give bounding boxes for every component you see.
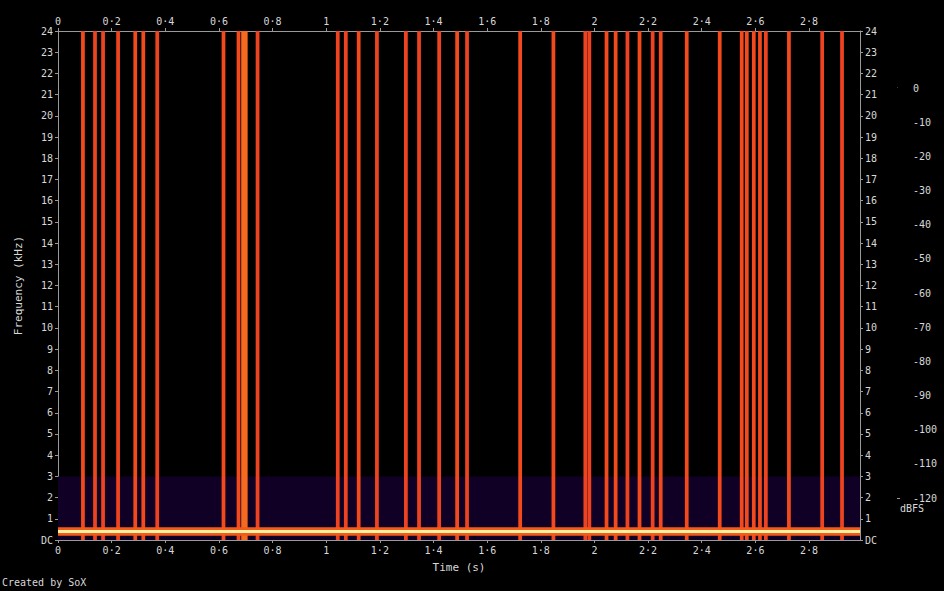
svg-text:18: 18 [865,153,877,164]
svg-text:9: 9 [47,344,53,355]
svg-text:-20: -20 [913,151,931,162]
svg-text:13: 13 [41,259,53,270]
svg-text:4: 4 [865,450,871,461]
svg-text:-40: -40 [913,219,931,230]
svg-text:0·4: 0·4 [156,16,174,27]
svg-text:2·4: 2·4 [693,545,711,556]
svg-text:0·6: 0·6 [210,545,228,556]
svg-text:18: 18 [41,153,53,164]
svg-text:Created by SoX: Created by SoX [2,577,86,588]
svg-text:21: 21 [865,89,877,100]
svg-text:0·8: 0·8 [264,545,282,556]
svg-text:22: 22 [41,68,53,79]
svg-text:3: 3 [865,471,871,482]
svg-text:20: 20 [865,110,877,121]
svg-text:2·2: 2·2 [639,545,657,556]
svg-text:15: 15 [41,216,53,227]
svg-text:-10: -10 [913,117,931,128]
svg-text:4: 4 [47,450,53,461]
svg-text:6: 6 [47,407,53,418]
svg-text:0: 0 [913,83,919,94]
svg-text:-120: -120 [913,493,937,504]
svg-text:2·8: 2·8 [800,16,818,27]
svg-text:0: 0 [55,545,61,556]
svg-text:1·4: 1·4 [424,545,442,556]
svg-text:7: 7 [865,386,871,397]
svg-text:20: 20 [41,110,53,121]
svg-text:21: 21 [41,89,53,100]
svg-text:0·4: 0·4 [156,545,174,556]
svg-text:17: 17 [41,174,53,185]
svg-text:11: 11 [41,301,53,312]
svg-text:14: 14 [865,238,877,249]
svg-text:0·8: 0·8 [264,16,282,27]
svg-text:2·4: 2·4 [693,16,711,27]
svg-text:-110: -110 [913,458,937,469]
svg-text:23: 23 [41,47,53,58]
svg-text:DC: DC [865,535,877,546]
svg-text:2·6: 2·6 [746,545,764,556]
svg-text:23: 23 [865,47,877,58]
svg-text:1: 1 [323,16,329,27]
svg-text:13: 13 [865,259,877,270]
svg-text:12: 12 [41,280,53,291]
svg-text:Time (s): Time (s) [433,561,486,574]
svg-text:-90: -90 [913,390,931,401]
svg-text:1·2: 1·2 [371,16,389,27]
svg-text:0: 0 [55,16,61,27]
svg-text:10: 10 [865,322,877,333]
svg-text:5: 5 [865,428,871,439]
svg-text:DC: DC [41,535,53,546]
svg-text:24: 24 [41,26,53,37]
svg-text:1·6: 1·6 [478,16,496,27]
svg-text:19: 19 [41,132,53,143]
svg-text:Frequency (kHz): Frequency (kHz) [12,236,25,335]
svg-text:2: 2 [47,492,53,503]
svg-text:10: 10 [41,322,53,333]
svg-text:1: 1 [865,513,871,524]
svg-text:-80: -80 [913,356,931,367]
svg-text:5: 5 [47,428,53,439]
svg-text:2·2: 2·2 [639,16,657,27]
svg-text:24: 24 [865,26,877,37]
svg-text:1·4: 1·4 [424,16,442,27]
svg-text:12: 12 [865,280,877,291]
svg-text:2: 2 [591,545,597,556]
svg-text:16: 16 [865,195,877,206]
svg-text:1: 1 [323,545,329,556]
svg-text:1·2: 1·2 [371,545,389,556]
svg-text:8: 8 [865,365,871,376]
svg-text:3: 3 [47,471,53,482]
svg-text:-50: -50 [913,253,931,264]
svg-text:14: 14 [41,238,53,249]
svg-text:2·6: 2·6 [746,16,764,27]
svg-text:1: 1 [47,513,53,524]
svg-text:0·6: 0·6 [210,16,228,27]
svg-text:2: 2 [591,16,597,27]
svg-text:22: 22 [865,68,877,79]
svg-text:0·2: 0·2 [103,16,121,27]
svg-text:15: 15 [865,216,877,227]
svg-text:1·8: 1·8 [532,16,550,27]
svg-text:8: 8 [47,365,53,376]
svg-text:2·8: 2·8 [800,545,818,556]
svg-text:-100: -100 [913,424,937,435]
svg-text:7: 7 [47,386,53,397]
svg-text:dBFS: dBFS [900,503,924,514]
svg-text:1·8: 1·8 [532,545,550,556]
svg-text:11: 11 [865,301,877,312]
svg-text:1·6: 1·6 [478,545,496,556]
svg-text:6: 6 [865,407,871,418]
svg-text:-30: -30 [913,185,931,196]
svg-text:-70: -70 [913,322,931,333]
svg-text:19: 19 [865,132,877,143]
svg-text:2: 2 [865,492,871,503]
svg-text:0·2: 0·2 [103,545,121,556]
svg-text:-60: -60 [913,288,931,299]
svg-text:9: 9 [865,344,871,355]
svg-text:17: 17 [865,174,877,185]
svg-text:16: 16 [41,195,53,206]
